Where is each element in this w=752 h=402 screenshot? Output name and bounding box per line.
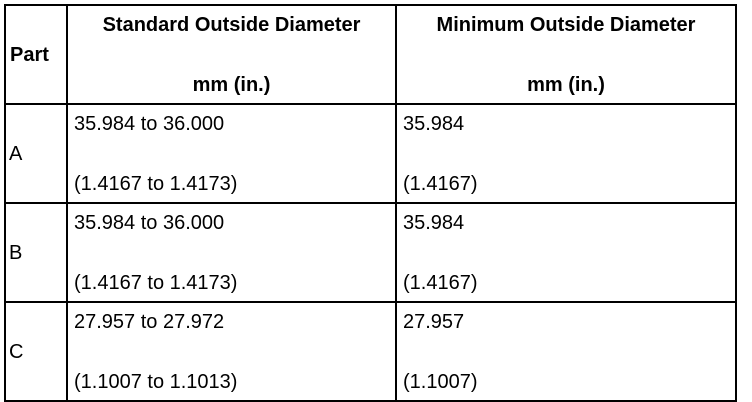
cell: 35.984 to 36.000 (1.4167 to 1.4173) [66,103,397,204]
cell: A [4,103,68,204]
data-row: C 27.957 to 27.972 (1.1007 to 1.1013) 27.… [4,301,737,402]
cell: C [4,301,68,402]
in-value: (1.4167 to 1.4173) [74,272,238,294]
cell: B [4,202,68,303]
header-unit: mm (in.) [192,74,271,96]
data-row: A 35.984 to 36.000 (1.4167 to 1.4173) 35.… [4,103,737,204]
header-cell: Minimum Outside Diameter mm (in.) [395,4,737,105]
header-row: Part Standard Outside Diameter mm (in.) M… [4,4,737,105]
in-value: (1.1007) [403,371,478,393]
header-text: Part [10,44,49,66]
in-value: (1.4167) [403,272,478,294]
cell: 35.984 (1.4167) [395,202,737,303]
cell: 35.984 (1.4167) [395,103,737,204]
data-row: B 35.984 to 36.000 (1.4167 to 1.4173) 35.… [4,202,737,303]
cell: 27.957 (1.1007) [395,301,737,402]
header-text: Minimum Outside Diameter [436,14,696,36]
mm-value: 35.984 [403,113,465,135]
cell: 27.957 to 27.972 (1.1007 to 1.1013) [66,301,397,402]
header-cell: Standard Outside Diameter mm (in.) [66,4,397,105]
mm-value: 27.957 to 27.972 [74,311,225,333]
mm-value: 35.984 [403,212,465,234]
in-value: (1.4167 to 1.4173) [74,173,238,195]
mm-value: 35.984 to 36.000 [74,113,225,135]
spec-table: Part Standard Outside Diameter mm (in.) M… [4,4,737,402]
mm-value: 27.957 [403,311,465,333]
cell: 35.984 to 36.000 (1.4167 to 1.4173) [66,202,397,303]
mm-value: 35.984 to 36.000 [74,212,225,234]
header-cell: Part [4,4,68,105]
in-value: (1.4167) [403,173,478,195]
part-label: A [9,143,23,165]
header-unit: mm (in.) [527,74,605,96]
part-label: B [9,242,23,264]
header-text: Standard Outside Diameter [102,14,361,36]
in-value: (1.1007 to 1.1013) [74,371,238,393]
part-label: C [9,341,24,363]
